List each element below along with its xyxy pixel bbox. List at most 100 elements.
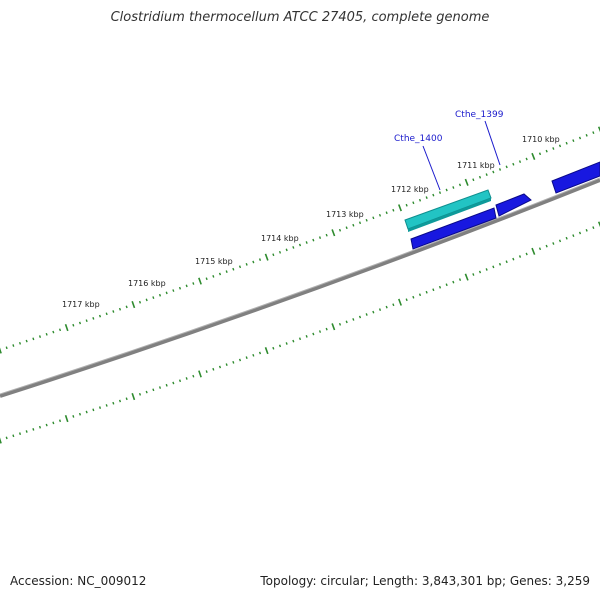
outer-track-minor-tick bbox=[252, 260, 255, 264]
inner-track-minor-tick bbox=[545, 244, 548, 248]
outer-track-minor-tick bbox=[78, 321, 82, 325]
inner-track-minor-tick bbox=[245, 356, 248, 360]
inner-track-minor-tick bbox=[52, 421, 55, 425]
outer-track-minor-tick bbox=[592, 131, 595, 135]
outer-track-minor-tick bbox=[418, 198, 422, 202]
inner-track-minor-tick bbox=[372, 310, 375, 314]
outer-track-minor-tick bbox=[558, 144, 562, 148]
inner-track-major-tick bbox=[0, 437, 2, 444]
inner-track-minor-tick bbox=[418, 293, 422, 297]
outer-track-minor-tick bbox=[125, 305, 128, 309]
kbp-label-1712: 1712 kbp bbox=[391, 185, 429, 194]
outer-track-minor-tick bbox=[72, 323, 75, 327]
outer-track-minor-tick bbox=[85, 319, 88, 323]
outer-track-minor-tick bbox=[365, 218, 368, 222]
inner-track-minor-tick bbox=[32, 428, 35, 431]
outer-track-minor-tick bbox=[485, 173, 488, 176]
outer-track-minor-tick bbox=[505, 165, 508, 169]
outer-track-minor-tick bbox=[25, 339, 28, 343]
outer-track-minor-tick bbox=[478, 175, 482, 179]
inner-track-minor-tick bbox=[178, 379, 182, 383]
inner-track-minor-tick bbox=[358, 315, 362, 319]
inner-track-major-tick bbox=[464, 273, 469, 281]
inner-track-minor-tick bbox=[592, 226, 595, 230]
inner-track-minor-tick bbox=[338, 322, 342, 326]
outer-track-minor-tick bbox=[32, 337, 35, 341]
outer-track-minor-tick bbox=[512, 162, 515, 166]
inner-track-minor-tick bbox=[412, 295, 415, 299]
inner-track-minor-tick bbox=[512, 257, 515, 261]
outer-track-minor-tick bbox=[552, 147, 555, 150]
inner-track-minor-tick bbox=[192, 374, 195, 378]
outer-track-major-tick bbox=[264, 253, 269, 261]
outer-track-minor-tick bbox=[238, 265, 242, 269]
outer-track-minor-tick bbox=[272, 253, 275, 257]
inner-track-major-tick bbox=[597, 221, 600, 228]
inner-track-minor-tick bbox=[158, 386, 162, 389]
inner-track-minor-tick bbox=[558, 239, 562, 243]
outer-track-minor-tick bbox=[325, 233, 328, 237]
outer-track-minor-tick bbox=[178, 286, 182, 290]
inner-track-major-tick bbox=[198, 370, 202, 378]
inner-track-minor-tick bbox=[392, 303, 395, 307]
outer-track-minor-tick bbox=[438, 191, 442, 194]
inner-track-minor-tick bbox=[472, 273, 475, 276]
inner-track-minor-tick bbox=[385, 305, 388, 309]
inner-track-minor-tick bbox=[325, 327, 328, 331]
inner-track-minor-tick bbox=[405, 298, 408, 302]
outer-track-minor-tick bbox=[152, 296, 155, 299]
outer-track-minor-tick bbox=[538, 152, 542, 156]
gene-forward-3[interactable] bbox=[551, 161, 600, 194]
inner-track-minor-tick bbox=[225, 363, 228, 367]
inner-track-minor-tick bbox=[458, 278, 462, 282]
outer-track-major-tick bbox=[64, 323, 69, 332]
outer-track-minor-tick bbox=[378, 213, 382, 217]
inner-track-minor-tick bbox=[492, 265, 495, 269]
outer-track-minor-tick bbox=[585, 133, 588, 137]
gene-forward-1[interactable] bbox=[410, 207, 497, 250]
outer-track-minor-tick bbox=[298, 243, 302, 247]
gene-forward-2-arrow[interactable] bbox=[495, 193, 532, 217]
inner-track-minor-tick bbox=[345, 320, 348, 324]
outer-track-minor-tick bbox=[165, 291, 168, 295]
inner-track-major-tick bbox=[398, 298, 402, 306]
inner-track-minor-tick bbox=[378, 308, 382, 312]
inner-track-minor-tick bbox=[298, 337, 302, 341]
kbp-label-1714: 1714 kbp bbox=[261, 234, 299, 243]
inner-track-minor-tick bbox=[438, 285, 442, 289]
inner-track-minor-tick bbox=[585, 228, 588, 232]
gene-label-cthe-1400[interactable]: Cthe_1400 bbox=[394, 134, 443, 144]
genome-summary: Topology: circular; Length: 3,843,301 bp… bbox=[260, 574, 590, 588]
kbp-label-1710: 1710 kbp bbox=[522, 135, 560, 144]
outer-track-minor-tick bbox=[425, 196, 428, 200]
outer-track-minor-tick bbox=[452, 186, 455, 189]
outer-track-minor-tick bbox=[98, 314, 102, 318]
gene-label-cthe-1399[interactable]: Cthe_1399 bbox=[455, 110, 504, 120]
inner-track-minor-tick bbox=[252, 353, 255, 357]
inner-track-minor-tick bbox=[125, 397, 128, 401]
inner-track-minor-tick bbox=[318, 330, 322, 333]
outer-track-minor-tick bbox=[218, 272, 222, 276]
accession-label: Accession: NC_009012 bbox=[10, 574, 147, 588]
kbp-label-1716: 1716 kbp bbox=[128, 279, 166, 288]
inner-track-minor-tick bbox=[45, 423, 48, 427]
outer-track-minor-tick bbox=[525, 157, 528, 161]
outer-track-minor-tick bbox=[492, 170, 495, 174]
inner-track-major-tick bbox=[64, 415, 69, 423]
inner-track-minor-tick bbox=[98, 406, 102, 409]
inner-track-minor-tick bbox=[152, 388, 155, 392]
outer-track-minor-tick bbox=[185, 284, 188, 288]
inner-track-minor-tick bbox=[12, 434, 15, 438]
inner-track-minor-tick bbox=[485, 268, 488, 271]
inner-track-minor-tick bbox=[478, 270, 482, 274]
kbp-label-1715: 1715 kbp bbox=[195, 257, 233, 266]
inner-track-minor-tick bbox=[432, 288, 435, 292]
outer-track-minor-tick bbox=[352, 223, 355, 227]
inner-track-minor-tick bbox=[238, 358, 242, 362]
inner-track-minor-tick bbox=[552, 242, 555, 245]
outer-track-minor-tick bbox=[45, 332, 48, 336]
outer-track-minor-tick bbox=[258, 258, 262, 261]
outer-track-minor-tick bbox=[578, 136, 582, 140]
outer-track-minor-tick bbox=[158, 293, 162, 297]
